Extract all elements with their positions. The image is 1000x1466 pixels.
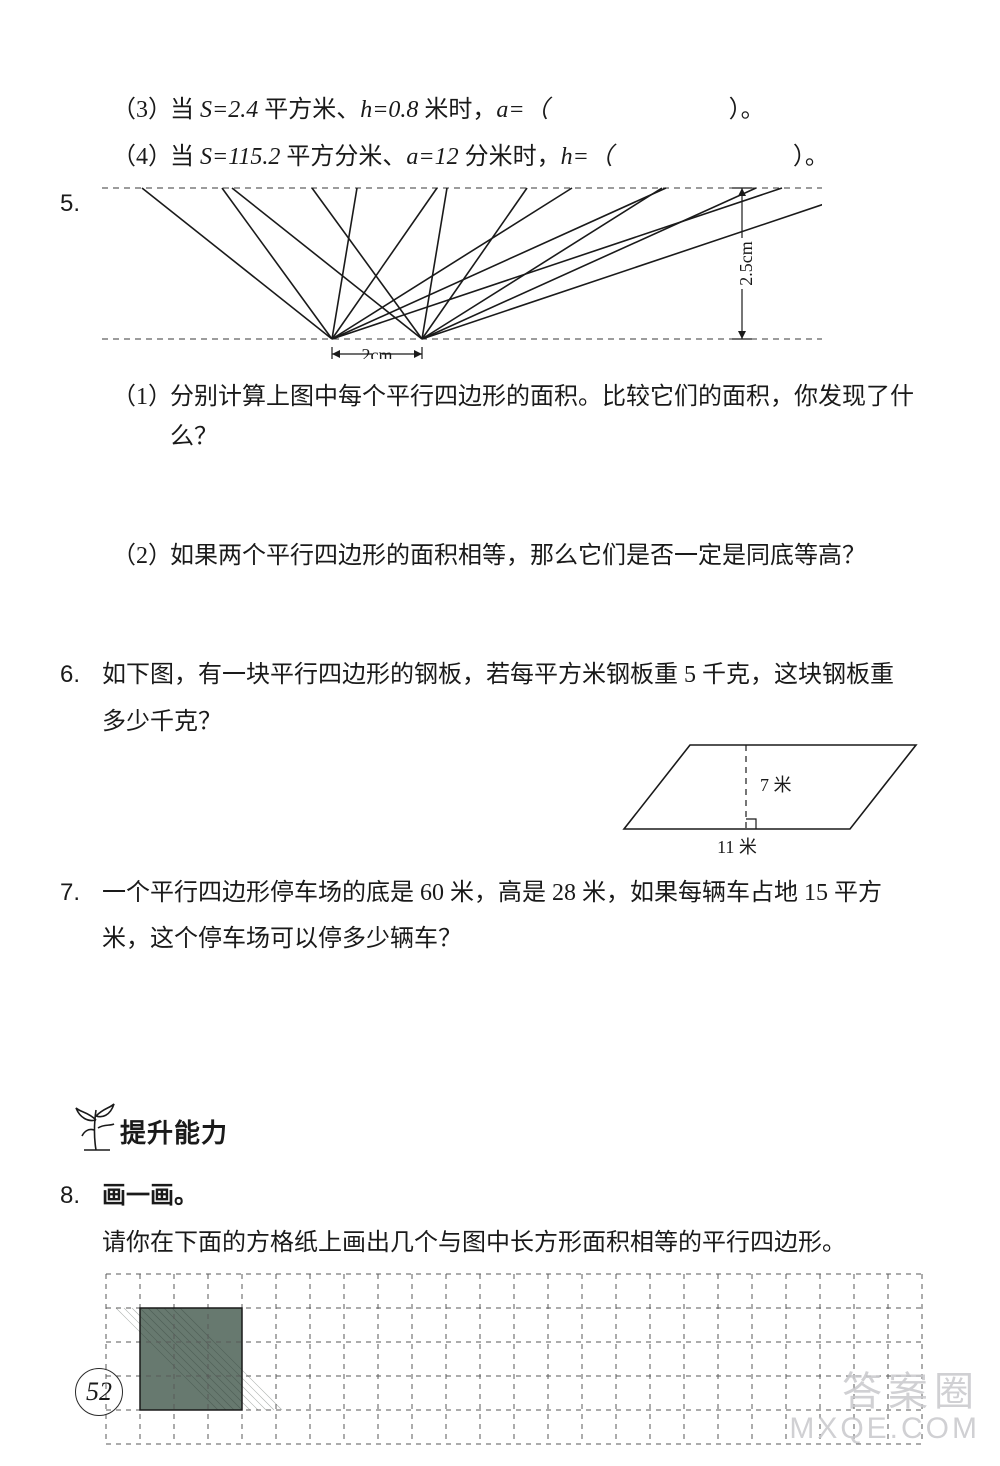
q8-title: 画一画。 (102, 1176, 940, 1217)
q4-close: ）。 (793, 144, 829, 170)
q6-line1: 如下图，有一块平行四边形的钢板，若每平方米钢板重 5 千克，这块钢板重 (102, 655, 940, 696)
question-6: 6. 如下图，有一块平行四边形的钢板，若每平方米钢板重 5 千克，这块钢板重 (60, 655, 940, 696)
question-3: （3） 当 S=2.4 平方米、h=0.8 米时，a=（ ）。 (60, 90, 940, 131)
svg-text:2cm: 2cm (362, 345, 393, 359)
q8-grid-wrap (60, 1270, 940, 1448)
question-8-text: 请你在下面的方格纸上画出几个与图中长方形面积相等的平行四边形。 (60, 1223, 940, 1264)
q7-number: 7. (60, 873, 102, 914)
q5-diagram-wrap: 2cm 2.5cm (102, 184, 940, 359)
svg-text:2.5cm: 2.5cm (736, 241, 756, 286)
q8-number: 8. (60, 1176, 102, 1217)
q4-S: S=115.2 (200, 144, 286, 170)
svg-text:11 米: 11 米 (717, 837, 757, 857)
question-5: 5. 2cm 2.5cm (60, 184, 940, 359)
q6-diagram: 7 米 11 米 (620, 737, 920, 867)
q4-t1: 当 (170, 144, 200, 170)
page-number: 52 (75, 1368, 123, 1416)
question-8: 8. 画一画。 (60, 1176, 940, 1217)
q3-close: ）。 (729, 97, 765, 123)
q3-S: S=2.4 (200, 97, 264, 123)
q5-sub2-num: （2） (112, 536, 170, 577)
q3-a: a=（ (496, 97, 548, 123)
q5-diagram: 2cm 2.5cm (102, 184, 822, 359)
q6-number: 6. (60, 655, 102, 696)
q5-number: 5. (60, 184, 102, 225)
q5-sub2: （2） 如果两个平行四边形的面积相等，那么它们是否一定是同底等高？ (60, 536, 940, 577)
q8-text: 请你在下面的方格纸上画出几个与图中长方形面积相等的平行四边形。 (102, 1223, 940, 1264)
q4-body: 当 S=115.2 平方分米、a=12 分米时，h=（ ）。 (170, 137, 940, 178)
sprout-icon (70, 1098, 120, 1156)
q3-body: 当 S=2.4 平方米、h=0.8 米时，a=（ ）。 (170, 90, 940, 131)
question-7-l2: 米，这个停车场可以停多少辆车？ (60, 919, 940, 960)
question-7: 7. 一个平行四边形停车场的底是 60 米，高是 28 米，如果每辆车占地 15… (60, 873, 940, 914)
section-header: 提升能力 (70, 1098, 940, 1156)
svg-text:7 米: 7 米 (760, 775, 792, 795)
q4-number: （4） (112, 137, 170, 178)
q4-h: h=（ (561, 144, 613, 170)
q3-number: （3） (112, 90, 170, 131)
q3-h: h=0.8 (360, 97, 424, 123)
q3-u2: 米时， (424, 97, 496, 123)
q8-grid (102, 1270, 926, 1448)
section-title: 提升能力 (120, 1112, 228, 1156)
q4-u1: 平方分米、 (286, 144, 406, 170)
q4-a: a=12 (406, 144, 464, 170)
q5-sub2-text: 如果两个平行四边形的面积相等，那么它们是否一定是同底等高？ (170, 536, 940, 577)
q7-line1: 一个平行四边形停车场的底是 60 米，高是 28 米，如果每辆车占地 15 平方 (102, 873, 940, 914)
q3-u1: 平方米、 (264, 97, 360, 123)
q5-sub1: （1） 分别计算上图中每个平行四边形的面积。比较它们的面积，你发现了什么？ (60, 377, 940, 459)
page: （3） 当 S=2.4 平方米、h=0.8 米时，a=（ ）。 （4） 当 S=1… (0, 0, 1000, 1466)
q6-diagram-wrap: 7 米 11 米 (60, 737, 940, 867)
q5-sub1-text: 分别计算上图中每个平行四边形的面积。比较它们的面积，你发现了什么？ (170, 377, 940, 459)
q3-t1: 当 (170, 97, 200, 123)
question-4: （4） 当 S=115.2 平方分米、a=12 分米时，h=（ ）。 (60, 137, 940, 178)
q4-u2: 分米时， (465, 144, 561, 170)
q5-sub1-num: （1） (112, 377, 170, 418)
q7-line2: 米，这个停车场可以停多少辆车？ (102, 919, 940, 960)
